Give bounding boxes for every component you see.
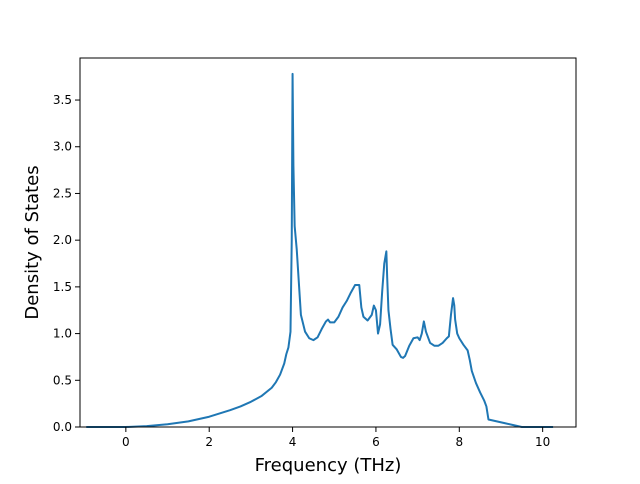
axes-frame	[79, 57, 577, 428]
y-tick-label: 0.5	[53, 373, 72, 387]
y-tick-label: 3.5	[53, 93, 72, 107]
x-tick-label: 2	[205, 435, 213, 449]
y-axis: 0.0 0.5 1.0 1.5 2.0 2.5 3.0 3.5	[53, 93, 80, 434]
y-tick-label: 1.5	[53, 280, 72, 294]
x-tick-label: 0	[122, 435, 130, 449]
series-line-0	[86, 72, 554, 428]
y-tick-label: 1.0	[53, 327, 72, 341]
plot-area	[86, 72, 554, 428]
y-axis-label: Density of States	[22, 165, 43, 319]
y-tick-label: 3.0	[53, 140, 72, 154]
x-axis: 0 2 4 6 8 10	[122, 427, 550, 449]
y-tick-label: 2.0	[53, 233, 72, 247]
x-axis-label: Frequency (THz)	[255, 455, 402, 476]
y-tick-label: 2.5	[53, 186, 72, 200]
x-tick-label: 6	[372, 435, 380, 449]
x-tick-label: 8	[455, 435, 463, 449]
x-tick-label: 4	[289, 435, 297, 449]
x-tick-label: 10	[535, 435, 550, 449]
y-tick-label: 0.0	[53, 420, 72, 434]
